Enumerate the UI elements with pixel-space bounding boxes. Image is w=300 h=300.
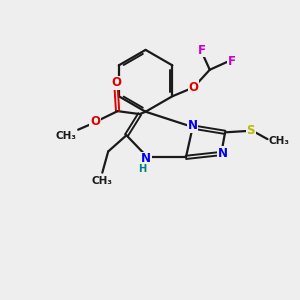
Text: H: H xyxy=(138,164,146,174)
Text: N: N xyxy=(141,152,151,165)
Text: O: O xyxy=(111,76,121,89)
Text: O: O xyxy=(189,81,199,94)
Text: CH₃: CH₃ xyxy=(56,131,77,141)
Text: N: N xyxy=(218,147,228,160)
Text: F: F xyxy=(197,44,206,56)
Text: F: F xyxy=(227,55,236,68)
Text: O: O xyxy=(90,115,100,128)
Text: S: S xyxy=(247,124,255,137)
Text: N: N xyxy=(188,119,198,132)
Text: CH₃: CH₃ xyxy=(269,136,290,146)
Text: CH₃: CH₃ xyxy=(92,176,113,186)
